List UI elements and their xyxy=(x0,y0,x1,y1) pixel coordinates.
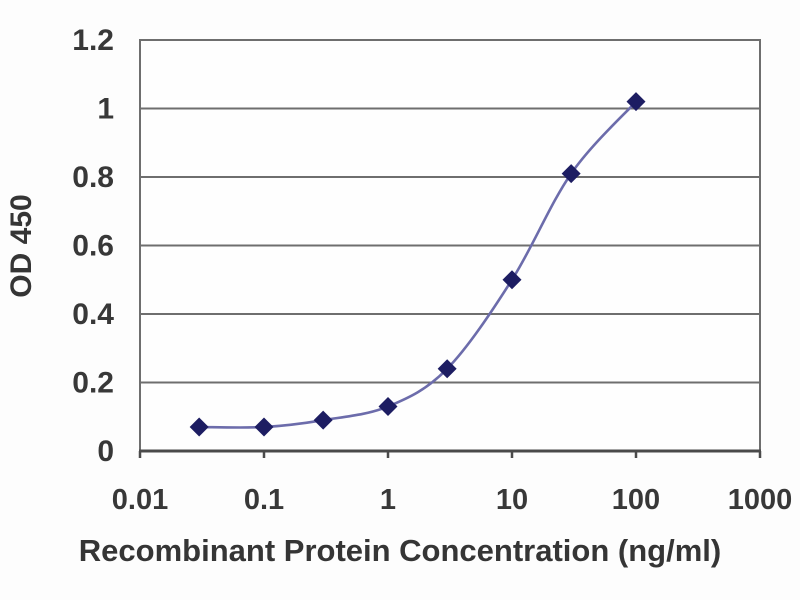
y-tick-label: 0.4 xyxy=(72,298,114,331)
y-tick-label: 0.6 xyxy=(72,230,114,263)
y-tick-label: 1 xyxy=(97,93,114,126)
x-tick-label: 1 xyxy=(380,484,396,516)
x-tick-label: 0.1 xyxy=(244,484,284,516)
x-tick-label: 100 xyxy=(612,484,660,516)
data-point-marker xyxy=(378,396,398,416)
x-axis-title: Recombinant Protein Concentration (ng/ml… xyxy=(78,533,722,568)
y-tick-label: 0.8 xyxy=(72,161,114,194)
data-point-marker xyxy=(502,270,522,290)
x-tick-label: 1000 xyxy=(728,484,793,516)
data-point-marker xyxy=(626,92,646,112)
data-point-marker xyxy=(437,359,457,379)
data-point-marker xyxy=(313,410,333,430)
y-tick-label: 0.2 xyxy=(72,367,114,400)
x-tick-label: 10 xyxy=(496,484,528,516)
y-tick-label: 0 xyxy=(97,435,114,468)
data-point-marker xyxy=(189,417,209,437)
data-point-marker xyxy=(254,417,274,437)
y-tick-label: 1.2 xyxy=(72,24,114,57)
x-tick-label: 0.01 xyxy=(112,484,168,516)
y-axis-title: OD 450 xyxy=(5,194,38,298)
data-point-marker xyxy=(561,164,581,184)
